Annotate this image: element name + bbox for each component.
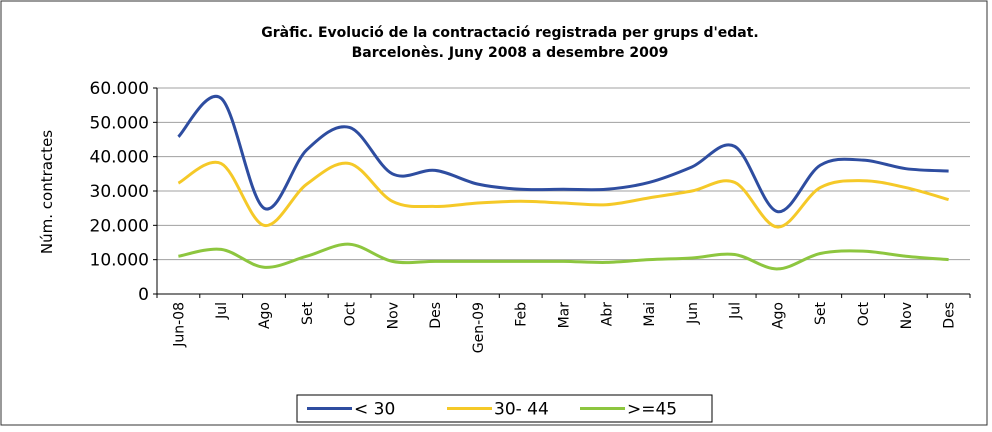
x-tick-label: Mar: [557, 302, 573, 329]
series-line: [178, 242, 949, 271]
x-tick-label: Des: [428, 302, 444, 329]
y-tick-label: 0: [138, 285, 149, 305]
legend-label: < 30: [354, 400, 395, 420]
x-tick-label: Ago: [770, 302, 786, 329]
y-axis-label: Núm. contractes: [38, 130, 56, 254]
x-tick-label: Jun-08: [171, 302, 187, 348]
y-tick-label: 30.000: [90, 182, 149, 202]
x-tick-label: Nov: [385, 302, 401, 329]
x-tick-label: Oct: [343, 302, 359, 327]
x-tick-label: Jun: [685, 302, 701, 325]
x-tick-label: Nov: [899, 302, 915, 329]
x-tick-label: Mai: [642, 302, 658, 327]
x-tick-label: Feb: [514, 302, 530, 327]
y-tick-label: 60.000: [90, 79, 149, 99]
chart-title: Gràfic. Evolució de la contractació regi…: [261, 25, 758, 41]
x-tick-label: Abr: [599, 302, 615, 326]
y-tick-label: 10.000: [90, 251, 149, 271]
y-tick-label: 40.000: [90, 148, 149, 168]
legend-box: [296, 394, 713, 423]
y-tick-label: 20.000: [90, 216, 149, 236]
x-tick-label: Set: [300, 302, 316, 326]
x-tick-label: Ago: [257, 302, 273, 329]
x-tick-label: Gen-09: [471, 302, 487, 353]
x-tick-label: Jul: [214, 302, 230, 320]
x-tick-label: Jul: [728, 302, 744, 320]
series-line: [177, 94, 949, 214]
legend-label: >=45: [627, 400, 677, 420]
x-tick-label: Oct: [856, 302, 872, 327]
x-tick-label: Set: [813, 302, 829, 326]
legend-label: 30- 44: [494, 400, 549, 420]
y-tick-label: 50.000: [90, 113, 149, 133]
chart-subtitle: Barcelonès. Juny 2008 a desembre 2009: [352, 45, 669, 61]
x-tick-label: Des: [942, 302, 958, 329]
series-line: [177, 160, 950, 229]
